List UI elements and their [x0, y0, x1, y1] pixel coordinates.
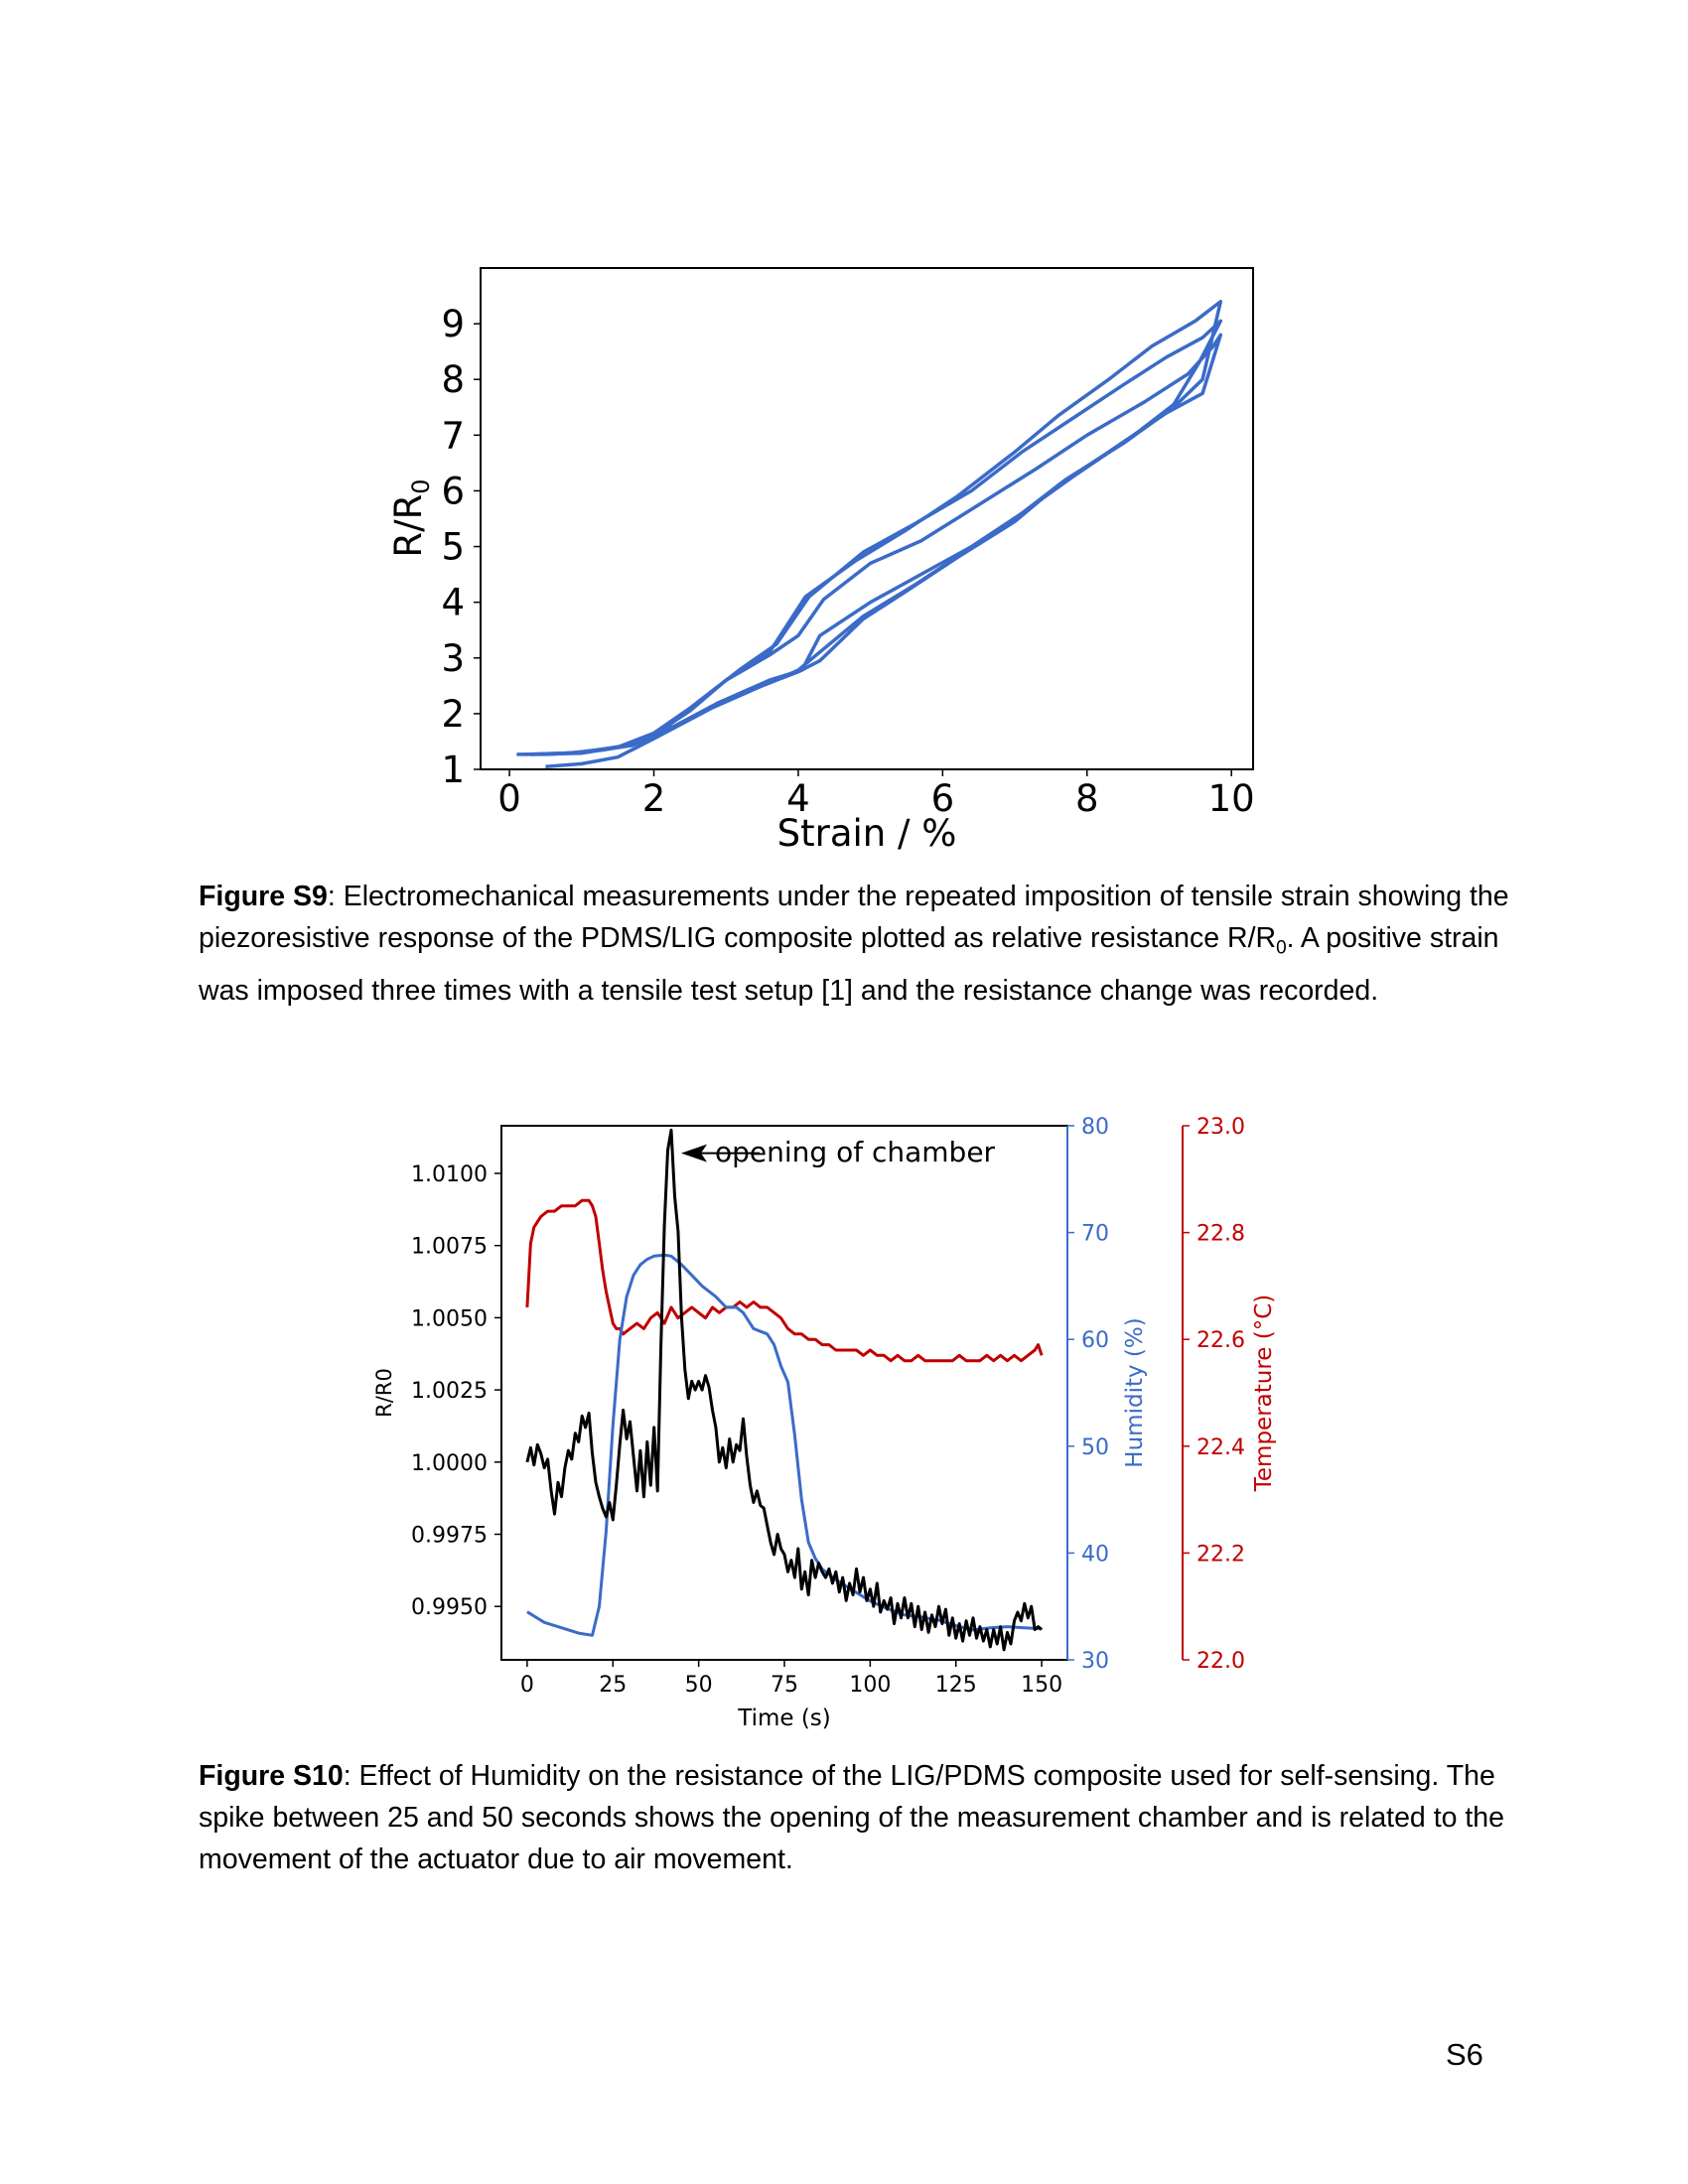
fig10-left-axis-label: R/R0: [372, 1368, 396, 1418]
fig10-series-group: [525, 1128, 1044, 1652]
fig10-temperature-ticks: 23.0 22.8 22.6 22.4 22.2 22.0: [1183, 1115, 1245, 1674]
fig10-x-tick-label: 150: [1021, 1673, 1062, 1698]
fig10-arrow-head: [681, 1144, 707, 1162]
fig10-left-ticks: 1.0100 1.0075 1.0050 1.0025 1.0000 0.9975 0.99…: [411, 1162, 501, 1620]
figure-s9-caption-text-2: . A positive strain was imposed three ti…: [199, 922, 1499, 1007]
fig9-x-tick-label: 6: [931, 777, 955, 820]
fig9-y-ticks: 1 2 3 4 5 6 7 8 9: [441, 303, 481, 791]
fig10-humidity-tick-label: 40: [1081, 1542, 1109, 1567]
fig10-left-tick-label: 1.0100: [411, 1162, 488, 1187]
fig10-temperature-axis-label: Temperature (°C): [1251, 1295, 1277, 1493]
fig10-temperature-tick-label: 22.8: [1196, 1222, 1245, 1247]
fig10-temperature-tick-label: 23.0: [1196, 1115, 1245, 1140]
fig10-x-tick-label: 50: [685, 1673, 713, 1698]
fig10-x-tick-label: 25: [599, 1673, 627, 1698]
fig9-y-tick-label: 3: [441, 637, 465, 680]
fig10-x-tick-label: 0: [520, 1673, 534, 1698]
fig10-left-tick-label: 0.9975: [411, 1523, 488, 1548]
fig10-humidity-line: [526, 1253, 1043, 1637]
fig10-left-tick-label: 1.0000: [411, 1451, 488, 1476]
fig9-series-group: [516, 299, 1223, 768]
fig9-y-tick-label: 7: [441, 414, 465, 457]
fig10-temperature-tick-label: 22.6: [1196, 1328, 1245, 1353]
figure-s9-caption: Figure S9: Electromechanical measurement…: [199, 876, 1509, 1012]
fig10-x-tick-label: 100: [849, 1673, 891, 1698]
figure-s10-caption: Figure S10: Effect of Humidity on the re…: [199, 1755, 1509, 1880]
fig9-x-tick-label: 8: [1075, 777, 1099, 820]
fig9-y-axis-label: R/R0: [387, 478, 435, 557]
fig10-temperature-tick-label: 22.4: [1196, 1435, 1245, 1460]
fig10-left-tick-label: 1.0075: [411, 1235, 488, 1260]
fig9-plot-frame: [480, 267, 1254, 770]
fig9-x-tick-label: 10: [1208, 777, 1255, 820]
fig9-y-tick-label: 1: [441, 749, 465, 791]
figure-s9-label: Figure S9: [199, 881, 328, 912]
fig10-x-axis-label: Time (s): [737, 1706, 831, 1731]
fig10-left-tick-label: 1.0025: [411, 1379, 488, 1404]
fig10-humidity-ticks: 80 70 60 50 40 30: [1067, 1115, 1109, 1674]
fig9-x-ticks: 0 2 4 6 8 10: [497, 769, 1255, 820]
fig10-temperature-tick-label: 22.0: [1196, 1649, 1245, 1674]
figure-s10-chart: 0 25 50 75 100 125 150 1.0100 1.0075 1.0050 1.002…: [372, 1115, 1277, 1731]
figure-s9-caption-subscript: 0: [1276, 937, 1287, 959]
fig9-y-tick-label: 9: [441, 303, 465, 345]
fig9-x-tick-label: 4: [786, 777, 810, 820]
fig10-annotation-arrow: [681, 1144, 760, 1162]
fig10-left-tick-label: 1.0050: [411, 1306, 488, 1331]
page-number: S6: [1446, 2037, 1483, 2072]
fig9-y-tick-label: 8: [441, 358, 465, 401]
figure-s10-caption-text: : Effect of Humidity on the resistance o…: [199, 1760, 1505, 1875]
fig10-temperature-tick-label: 22.2: [1196, 1542, 1245, 1567]
fig10-left-tick-label: 0.9950: [411, 1595, 488, 1620]
fig10-temperature-line: [525, 1198, 1044, 1363]
fig10-x-ticks: 0 25 50 75 100 125 150: [520, 1660, 1062, 1698]
fig10-humidity-tick-label: 80: [1081, 1115, 1109, 1140]
fig10-humidity-tick-label: 70: [1081, 1222, 1109, 1247]
fig9-y-tick-label: 4: [441, 582, 465, 624]
fig10-x-tick-label: 75: [771, 1673, 798, 1698]
fig10-annotation: opening of chamber: [715, 1136, 996, 1168]
fig10-humidity-tick-label: 50: [1081, 1435, 1109, 1460]
fig9-series-line-3: [530, 299, 1223, 756]
fig9-x-tick-label: 0: [497, 777, 521, 820]
fig10-humidity-axis-label: Humidity (%): [1122, 1317, 1148, 1467]
figure-s10-label: Figure S10: [199, 1760, 344, 1792]
fig9-y-tick-label: 5: [441, 526, 465, 569]
fig9-y-tick-label: 6: [441, 470, 465, 512]
fig10-plot-frame: [500, 1125, 1068, 1661]
fig10-x-tick-label: 125: [935, 1673, 977, 1698]
fig9-x-axis-label: Strain / %: [777, 812, 957, 855]
fig10-humidity-tick-label: 60: [1081, 1328, 1109, 1353]
fig10-humidity-tick-label: 30: [1081, 1649, 1109, 1674]
fig10-resistance-line: [525, 1128, 1044, 1652]
fig9-y-tick-label: 2: [441, 693, 465, 736]
figure-s9-caption-text-1: : Electromechanical measurements under t…: [199, 881, 1509, 954]
fig9-x-tick-label: 2: [642, 777, 666, 820]
